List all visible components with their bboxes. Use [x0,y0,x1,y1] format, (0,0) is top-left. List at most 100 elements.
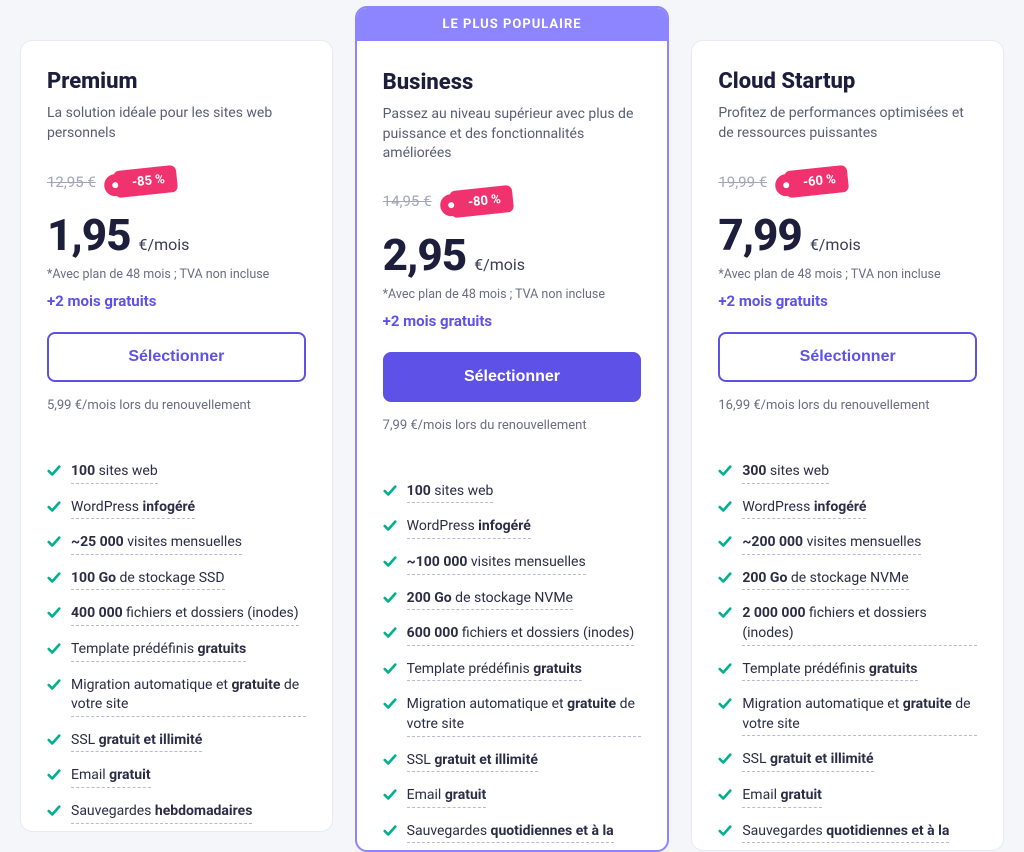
plan-name: Business [383,70,642,95]
feature-item: 200 Go de stockage NVMe [383,582,642,618]
feature-item: Sauvegardes hebdomadaires [47,795,306,831]
check-icon [383,824,397,838]
feature-text: WordPress infogéré [407,517,531,539]
select-button[interactable]: Sélectionner [383,352,642,402]
feature-item: SSL gratuit et illimité [47,724,306,760]
feature-list: 300 sites web WordPress infogéré ~200 000 … [718,455,977,850]
feature-item: Migration automatique et gratuite de vot… [383,688,642,743]
check-icon [718,752,732,766]
price-main: 7,99€/mois [718,209,977,261]
feature-text: Template prédéfinis gratuits [71,640,246,662]
price-discount-row: 14,95 € -80 % [383,188,642,215]
feature-text: SSL gratuit et illimité [407,751,538,773]
feature-item: WordPress infogéré [718,491,977,527]
feature-item: 100 sites web [383,475,642,511]
plan-card-business: LE PLUS POPULAIREBusinessPassez au nivea… [355,6,670,852]
feature-text: Template prédéfinis gratuits [742,660,917,682]
price-value: 2,95 [383,229,466,281]
feature-item: Sauvegardes quotidiennes et à la [383,815,642,851]
feature-item: WordPress infogéré [383,510,642,546]
feature-text: 200 Go de stockage NVMe [407,589,573,611]
old-price: 12,95 € [47,173,96,191]
feature-text: 100 Go de stockage SSD [71,569,225,591]
check-icon [718,662,732,676]
plan-card-cloud-startup: Cloud Startup Profitez de performances op… [691,40,1004,851]
check-icon [383,626,397,640]
feature-text: Sauvegardes hebdomadaires [71,802,252,824]
feature-text: 100 sites web [71,462,158,484]
feature-text: WordPress infogéré [71,498,195,520]
feature-item: WordPress infogéré [47,491,306,527]
select-button[interactable]: Sélectionner [718,332,977,382]
check-icon [47,804,61,818]
feature-text: Sauvegardes quotidiennes et à la [742,822,949,844]
check-icon [47,500,61,514]
check-icon [383,591,397,605]
check-icon [718,697,732,711]
plan-tagline: La solution idéale pour les sites web pe… [47,104,306,144]
feature-text: Email gratuit [742,786,822,808]
price-note: *Avec plan de 48 mois ; TVA non incluse [718,267,977,282]
old-price: 14,95 € [383,192,432,210]
check-icon [383,519,397,533]
feature-item: Template prédéfinis gratuits [718,653,977,689]
feature-text: Template prédéfinis gratuits [407,660,582,682]
feature-text: 400 000 fichiers et dossiers (inodes) [71,604,299,626]
feature-text: Sauvegardes quotidiennes et à la [407,822,614,844]
renewal-note: 16,99 €/mois lors du renouvellement [718,398,977,413]
feature-item: Email gratuit [47,759,306,795]
discount-tag: -80 % [448,185,513,218]
feature-item: Email gratuit [383,779,642,815]
feature-item: Template prédéfinis gratuits [47,633,306,669]
feature-text: 300 sites web [742,462,829,484]
feature-text: Migration automatique et gratuite de vot… [742,695,977,736]
feature-text: 2 000 000 fichiers et dossiers (inodes) [742,604,977,645]
check-icon [383,697,397,711]
feature-item: 200 Go de stockage NVMe [718,562,977,598]
feature-text: Migration automatique et gratuite de vot… [407,695,642,736]
feature-item: SSL gratuit et illimité [383,744,642,780]
check-icon [718,500,732,514]
feature-item: 100 Go de stockage SSD [47,562,306,598]
price-value: 1,95 [47,209,130,261]
feature-text: Email gratuit [71,766,151,788]
feature-item: Migration automatique et gratuite de vot… [47,669,306,724]
pricing-row: Premium La solution idéale pour les sites… [20,40,1004,852]
discount-tag: -85 % [113,165,178,198]
feature-text: WordPress infogéré [742,498,866,520]
feature-text: Email gratuit [407,786,487,808]
discount-tag: -60 % [784,165,849,198]
feature-text: ~200 000 visites mensuelles [742,533,921,555]
bonus-months: +2 mois gratuits [383,312,642,330]
check-icon [47,678,61,692]
price-unit: €/mois [138,235,189,254]
price-note: *Avec plan de 48 mois ; TVA non incluse [47,267,306,282]
popular-badge: LE PLUS POPULAIRE [357,8,668,41]
feature-text: SSL gratuit et illimité [71,731,202,753]
check-icon [718,788,732,802]
plan-tagline: Profitez de performances optimisées et d… [718,104,977,144]
select-button[interactable]: Sélectionner [47,332,306,382]
feature-item: Email gratuit [718,779,977,815]
feature-item: Migration automatique et gratuite de vot… [718,688,977,743]
feature-text: 600 000 fichiers et dossiers (inodes) [407,624,635,646]
price-unit: €/mois [474,255,525,274]
feature-item: Template prédéfinis gratuits [383,653,642,689]
price-value: 7,99 [718,209,801,261]
feature-item: 100 sites web [47,455,306,491]
feature-text: ~100 000 visites mensuelles [407,553,586,575]
price-discount-row: 12,95 € -85 % [47,168,306,195]
check-icon [718,464,732,478]
plan-name: Cloud Startup [718,69,977,94]
check-icon [47,535,61,549]
plan-name: Premium [47,69,306,94]
check-icon [47,733,61,747]
price-main: 1,95 €/mois [47,209,306,261]
feature-item: ~200 000 visites mensuelles [718,526,977,562]
bonus-months: +2 mois gratuits [47,292,306,310]
check-icon [47,464,61,478]
price-note: *Avec plan de 48 mois ; TVA non incluse [383,287,642,302]
check-icon [47,642,61,656]
renewal-note: 7,99 €/mois lors du renouvellement [383,418,642,433]
old-price: 19,99 € [718,173,767,191]
